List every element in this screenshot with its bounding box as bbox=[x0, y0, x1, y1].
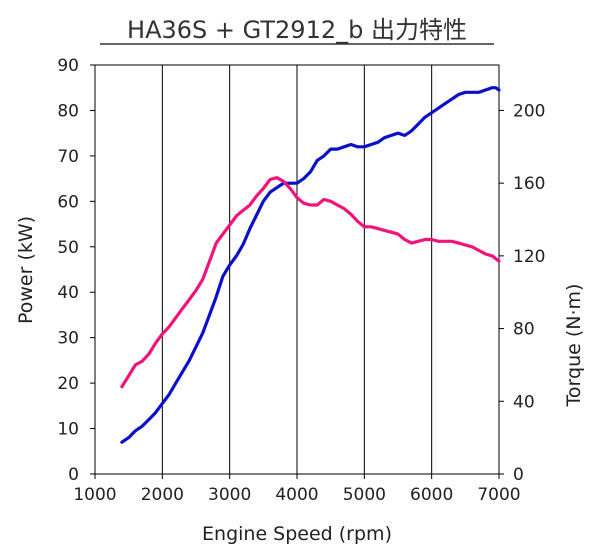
y-left-tick-label: 50 bbox=[57, 238, 79, 258]
y-left-tick-label: 30 bbox=[57, 329, 79, 349]
grid-layer bbox=[161, 65, 433, 474]
y-right-tick-label: 40 bbox=[513, 392, 535, 412]
x-axis-label: Engine Speed (rpm) bbox=[202, 523, 392, 545]
y-right-tick-label: 200 bbox=[513, 101, 545, 121]
y-left-tick-label: 40 bbox=[57, 283, 79, 303]
x-tick-label: 3000 bbox=[208, 485, 251, 505]
y-left-tick-label: 20 bbox=[57, 374, 79, 394]
chart-title: HA36S + GT2912_b 出力特性 bbox=[127, 16, 467, 44]
y-left-tick-label: 90 bbox=[57, 56, 79, 76]
y-right-tick-label: 120 bbox=[513, 247, 545, 267]
y-left-tick-label: 0 bbox=[68, 465, 79, 485]
x-tick-label: 7000 bbox=[477, 485, 520, 505]
y-left-tick-label: 60 bbox=[57, 192, 79, 212]
series-layer bbox=[120, 86, 501, 444]
y-left-tick-label: 70 bbox=[57, 147, 79, 167]
y-axis-right-label: Torque (N·m) bbox=[563, 284, 585, 408]
torque-line bbox=[120, 176, 501, 389]
x-tick-label: 2000 bbox=[141, 485, 184, 505]
power-line bbox=[120, 86, 501, 444]
y-right-tick-label: 0 bbox=[513, 465, 524, 485]
y-left-tick-label: 10 bbox=[57, 420, 79, 440]
x-tick-label: 5000 bbox=[343, 485, 386, 505]
x-tick-label: 4000 bbox=[275, 485, 318, 505]
y-left-tick-label: 80 bbox=[57, 101, 79, 121]
y-right-tick-label: 80 bbox=[513, 320, 535, 340]
y-right-tick-label: 160 bbox=[513, 174, 545, 194]
x-tick-label: 6000 bbox=[410, 485, 453, 505]
y-axis-left-label: Power (kW) bbox=[15, 216, 37, 324]
x-tick-label: 1000 bbox=[73, 485, 116, 505]
tick-layer: 1000 2000 3000 4000 5000 6000 7000010203040506… bbox=[57, 56, 545, 505]
